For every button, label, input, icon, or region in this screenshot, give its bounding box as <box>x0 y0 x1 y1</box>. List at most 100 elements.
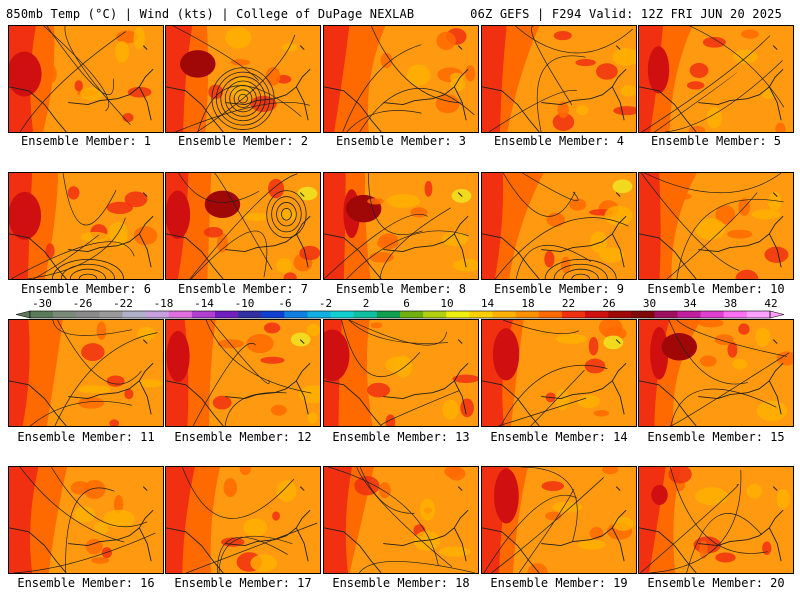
ensemble-map-15 <box>638 319 794 427</box>
ensemble-map-8 <box>323 172 479 280</box>
temperature-field <box>9 467 163 573</box>
colorbar-swatch <box>330 311 355 318</box>
ensemble-map-19 <box>481 466 637 574</box>
ensemble-member-label: Ensemble Member: 19 <box>490 576 628 590</box>
colorbar-swatch <box>53 311 77 318</box>
ensemble-map-10 <box>638 172 794 280</box>
temperature-field <box>324 173 478 279</box>
colorbar-right-arrow <box>769 310 785 319</box>
colorbar-swatch <box>145 311 170 318</box>
colorbar-tick-label: -22 <box>113 297 133 310</box>
ensemble-map-5 <box>638 25 794 133</box>
colorbar-tick-label: -30 <box>32 297 52 310</box>
temperature-field <box>324 467 478 573</box>
colorbar-tick-label: 30 <box>643 297 656 310</box>
colorbar-tick-label: 10 <box>440 297 453 310</box>
colorbar-swatch <box>215 311 239 318</box>
colorbar-swatch <box>261 311 285 318</box>
temperature-field <box>324 320 478 426</box>
temperature-field <box>9 173 163 279</box>
colorbar-swatch <box>700 311 725 318</box>
ensemble-member-label: Ensemble Member: 12 <box>174 430 312 444</box>
colorbar-tick-label: 22 <box>562 297 575 310</box>
ensemble-map-17 <box>165 466 321 574</box>
colorbar-tick-label: 34 <box>683 297 697 310</box>
colorbar-tick-label: 26 <box>602 297 615 310</box>
colorbar-swatch <box>746 311 771 318</box>
colorbar-swatch <box>122 311 146 318</box>
ensemble-member-label: Ensemble Member: 18 <box>332 576 470 590</box>
temperature-field <box>482 26 636 132</box>
ensemble-map-14 <box>481 319 637 427</box>
colorbar-swatch <box>191 311 216 318</box>
colorbar-swatch <box>492 311 516 318</box>
colorbar-swatch <box>99 311 123 318</box>
colorbar-tick-label: 14 <box>481 297 495 310</box>
temperature-field <box>166 26 320 132</box>
temperature-field <box>166 173 320 279</box>
temperature-field <box>639 320 793 426</box>
ensemble-member-label: Ensemble Member: 16 <box>17 576 155 590</box>
colorbar-tick-label: 6 <box>403 297 410 310</box>
temperature-field <box>166 467 320 573</box>
colorbar-swatch <box>515 311 540 318</box>
colorbar-swatch <box>654 311 678 318</box>
ensemble-member-label: Ensemble Member: 6 <box>20 282 152 296</box>
ensemble-map-9 <box>481 172 637 280</box>
temperature-field <box>482 173 636 279</box>
colorbar-tick-label: -10 <box>235 297 255 310</box>
ensemble-member-label: Ensemble Member: 15 <box>647 430 785 444</box>
colorbar-swatch <box>585 311 609 318</box>
colorbar-swatch <box>423 311 447 318</box>
colorbar-swatch <box>307 311 331 318</box>
colorbar-swatch <box>608 311 632 318</box>
ensemble-member-label: Ensemble Member: 14 <box>490 430 628 444</box>
colorbar-swatch <box>168 311 193 318</box>
colorbar-swatch <box>376 311 401 318</box>
ensemble-map-3 <box>323 25 479 133</box>
ensemble-member-label: Ensemble Member: 17 <box>174 576 312 590</box>
colorbar-swatch <box>400 311 424 318</box>
colorbar-tick-label: 2 <box>363 297 370 310</box>
temperature-field <box>482 320 636 426</box>
ensemble-map-7 <box>165 172 321 280</box>
ensemble-member-label: Ensemble Member: 11 <box>17 430 155 444</box>
colorbar-swatch <box>238 311 262 318</box>
ensemble-member-label: Ensemble Member: 2 <box>177 134 309 148</box>
colorbar-left-arrow <box>15 310 31 319</box>
ensemble-map-16 <box>8 466 164 574</box>
temperature-field <box>639 467 793 573</box>
ensemble-map-4 <box>481 25 637 133</box>
colorbar-tick-label: -6 <box>278 297 291 310</box>
colorbar-swatch <box>353 311 378 318</box>
temperature-field <box>482 467 636 573</box>
ensemble-member-label: Ensemble Member: 3 <box>335 134 467 148</box>
ensemble-member-label: Ensemble Member: 7 <box>177 282 309 296</box>
temperature-field <box>9 26 163 132</box>
ensemble-member-label: Ensemble Member: 9 <box>493 282 625 296</box>
colorbar-tick-label: 42 <box>764 297 777 310</box>
colorbar-swatch <box>469 311 493 318</box>
ensemble-member-label: Ensemble Member: 10 <box>647 282 785 296</box>
colorbar-swatch <box>538 311 563 318</box>
colorbar-swatch <box>30 311 54 318</box>
temperature-field <box>324 26 478 132</box>
colorbar-swatch <box>446 311 470 318</box>
ensemble-member-label: Ensemble Member: 13 <box>332 430 470 444</box>
ensemble-member-label: Ensemble Member: 4 <box>493 134 625 148</box>
ensemble-member-label: Ensemble Member: 5 <box>650 134 782 148</box>
ensemble-member-label: Ensemble Member: 8 <box>335 282 467 296</box>
colorbar-swatch <box>723 311 748 318</box>
colorbar-tick-label: 18 <box>521 297 534 310</box>
header-valid-time: 06Z GEFS | F294 Valid: 12Z FRI JUN 20 20… <box>470 7 782 21</box>
ensemble-map-13 <box>323 319 479 427</box>
colorbar-swatch <box>284 311 308 318</box>
colorbar-swatch <box>76 311 100 318</box>
colorbar-tick-label: 38 <box>724 297 737 310</box>
colorbar-tick-label: -26 <box>73 297 93 310</box>
ensemble-map-1 <box>8 25 164 133</box>
ensemble-map-6 <box>8 172 164 280</box>
temperature-field <box>9 320 163 426</box>
ensemble-map-2 <box>165 25 321 133</box>
ensemble-map-11 <box>8 319 164 427</box>
